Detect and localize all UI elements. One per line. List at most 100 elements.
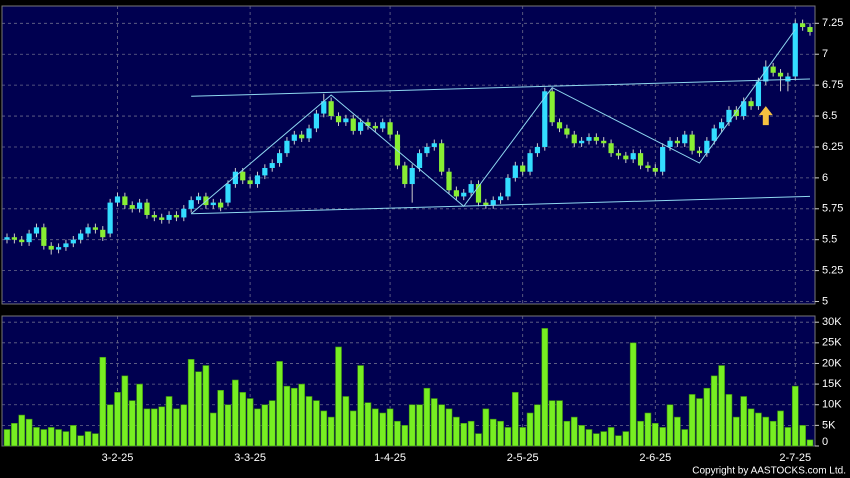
y-tick-label: 6.25 [822, 141, 843, 153]
candle-body [210, 202, 216, 206]
volume-bar [629, 342, 637, 447]
volume-bar [372, 408, 379, 447]
volume-tick-label: 0 [822, 436, 828, 448]
candle-body [512, 165, 518, 178]
volume-bar [55, 429, 62, 447]
candle-body [313, 113, 320, 129]
volume-bar [548, 400, 556, 447]
volume-bar [607, 427, 615, 447]
candle-body [424, 146, 430, 154]
candle-body [564, 128, 570, 135]
candle-body [26, 233, 32, 243]
candle-body [247, 180, 253, 185]
candle-body [637, 153, 644, 166]
x-tick-label: 2-5-25 [507, 452, 539, 464]
volume-bar [644, 412, 652, 447]
volume-tick-label: 5K [822, 419, 836, 431]
candle-body [549, 91, 555, 123]
y-tick-label: 6.75 [822, 79, 843, 91]
volume-tick-label: 20K [822, 357, 842, 369]
candle-body [70, 239, 76, 244]
volume-bar [512, 392, 519, 447]
volume-bar [460, 423, 468, 447]
volume-bar [570, 416, 578, 447]
volume-bar [467, 420, 475, 447]
volume-bar [769, 420, 777, 447]
volume-bar [268, 400, 276, 447]
candle-body [660, 146, 666, 172]
trendline [191, 78, 811, 97]
candle-body [181, 208, 187, 218]
candle-body [166, 214, 172, 220]
candle-body [284, 140, 290, 154]
candle-body [733, 109, 739, 117]
volume-bar [718, 365, 725, 447]
trendline [191, 195, 811, 215]
volume-bar [313, 400, 320, 447]
volume-bar [755, 412, 762, 447]
candle-body [586, 137, 592, 141]
candle-body [328, 101, 334, 117]
candle-body [608, 143, 614, 154]
volume-tick-label: 25K [822, 337, 842, 349]
volume-bar [158, 406, 166, 447]
candle-body [667, 140, 673, 147]
volume-bar [386, 408, 394, 447]
candle-body [468, 184, 474, 193]
candle-body [741, 101, 747, 117]
volume-bar [489, 418, 497, 447]
volume-bar [114, 392, 121, 447]
volume-bar [423, 387, 431, 447]
candle-body [33, 227, 40, 234]
candle-body [623, 155, 629, 160]
volume-bar [725, 394, 733, 447]
volume-bar [92, 433, 99, 447]
candle-body [188, 200, 194, 209]
volume-bar [556, 400, 563, 447]
candle-body [159, 217, 165, 220]
volume-bar [25, 418, 33, 447]
volume-bar [747, 408, 755, 447]
candle-body [579, 140, 585, 144]
candle-body [475, 184, 482, 203]
candle-body [711, 128, 717, 141]
volume-bar [209, 412, 217, 447]
volume-bar [62, 431, 70, 447]
volume-bar [674, 416, 681, 447]
volume-bar [187, 359, 195, 447]
candle-body [439, 143, 445, 172]
x-tick-label: 1-4-25 [374, 452, 406, 464]
volume-bar [762, 416, 770, 447]
y-tick-label: 7 [822, 48, 828, 60]
candle-body [682, 134, 688, 144]
candle-body [350, 118, 356, 131]
candle-body [63, 243, 69, 248]
candle-body [792, 23, 798, 77]
volume-bar [40, 429, 48, 447]
candle-body [218, 202, 224, 208]
candle-body [461, 192, 467, 197]
candle-body [505, 177, 511, 197]
candle-body [416, 153, 423, 168]
candle-body [542, 91, 548, 147]
candle-body [41, 227, 47, 246]
volume-bar [445, 408, 453, 447]
volume-tick-label: 30K [822, 316, 842, 328]
volume-bar [622, 431, 630, 447]
candle-body [100, 229, 106, 238]
x-tick-label: 3-2-25 [102, 452, 134, 464]
volume-bar [143, 408, 151, 447]
candle-body [254, 175, 261, 185]
candle-body [262, 167, 268, 176]
candle-body [520, 165, 526, 172]
candle-body [299, 134, 305, 139]
volume-bar [291, 387, 298, 447]
copyright: Copyright by AASTOCKS.com Ltd. [692, 466, 846, 477]
candle-body [321, 101, 327, 114]
candle-body [129, 205, 135, 209]
volume-bar [254, 408, 261, 447]
candle-body [387, 122, 393, 135]
volume-bar [70, 425, 77, 447]
volume-bar [681, 429, 689, 447]
